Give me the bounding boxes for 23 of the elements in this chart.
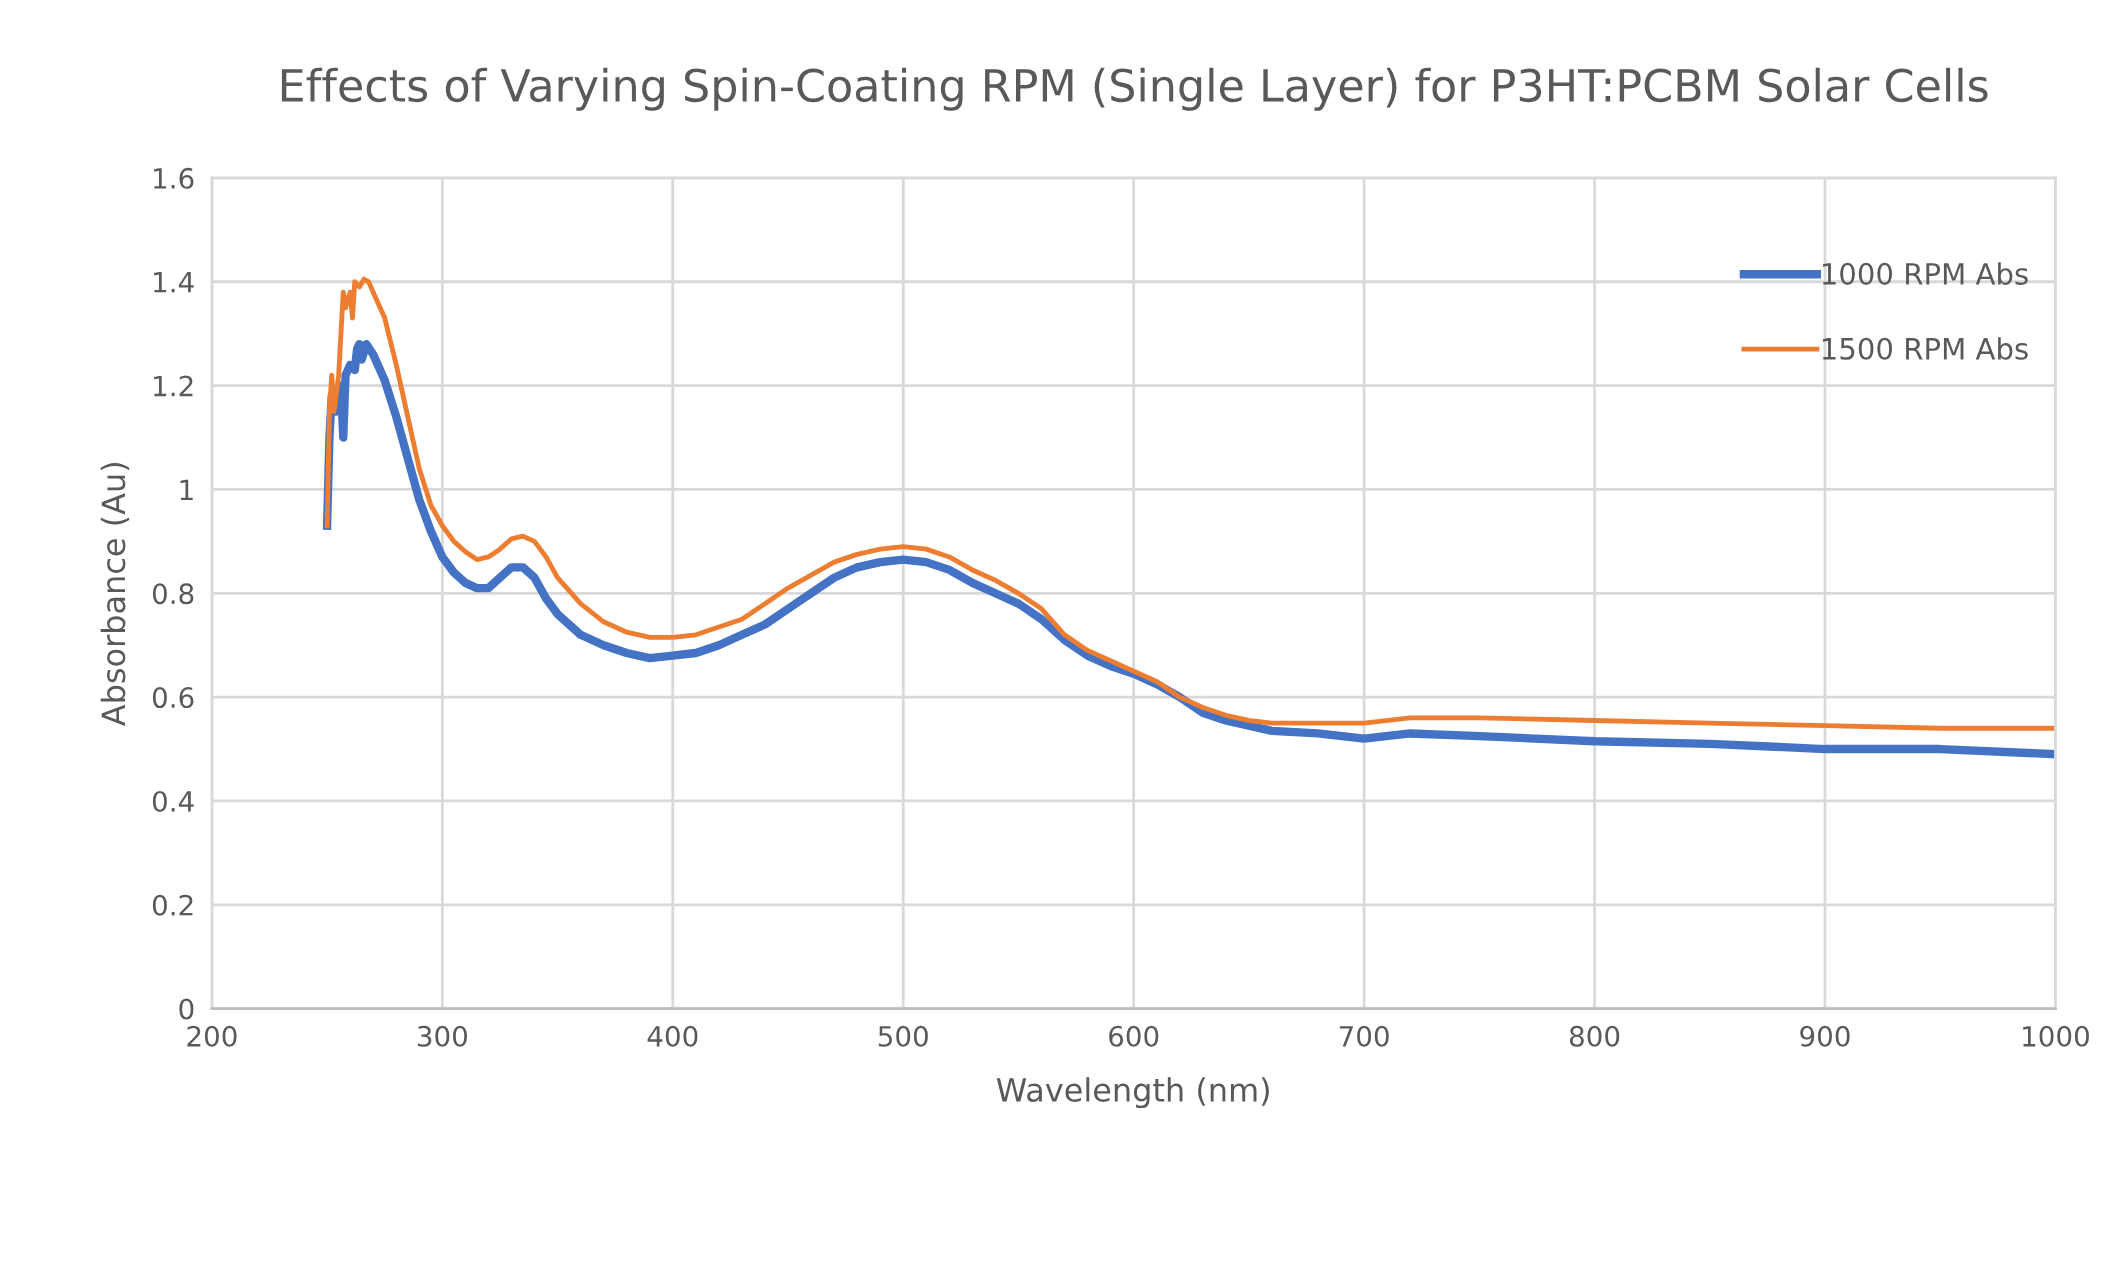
chart-title: Effects of Varying Spin-Coating RPM (Single Layer) for P3HT:PCBM Solar Cells [281, 67, 1988, 111]
x-tick-label: 200 [187, 1025, 237, 1047]
y-tick-label: 0.8 [152, 583, 194, 605]
y-tick-label: 0.6 [152, 687, 194, 709]
legend-label: 1000 RPM Abs [1822, 262, 2028, 285]
y-tick-label: 1 [180, 479, 193, 500]
x-axis-title: Wavelength (nm) [996, 1077, 1269, 1109]
x-tick-label: 900 [1800, 1025, 1850, 1047]
x-tick-label: 800 [1569, 1025, 1620, 1047]
x-tick-label: 500 [878, 1025, 928, 1047]
y-axis-title: Absorbance (Au) [100, 463, 130, 726]
y-tick-label: 0 [179, 998, 194, 1020]
x-tick-label: 600 [1109, 1025, 1159, 1047]
y-tick-label: 1.6 [154, 167, 194, 189]
x-tick-label: 1000 [2023, 1025, 2089, 1047]
y-tick-label: 1.4 [154, 272, 194, 293]
x-tick-label: 300 [417, 1025, 468, 1047]
y-tick-label: 0.4 [152, 790, 194, 812]
x-tick-label: 700 [1339, 1025, 1389, 1047]
y-tick-label: 0.2 [152, 894, 193, 916]
legend-label: 1500 RPM Abs [1822, 337, 2028, 360]
y-tick-label: 1.2 [154, 375, 193, 397]
x-tick-label: 400 [647, 1025, 698, 1047]
